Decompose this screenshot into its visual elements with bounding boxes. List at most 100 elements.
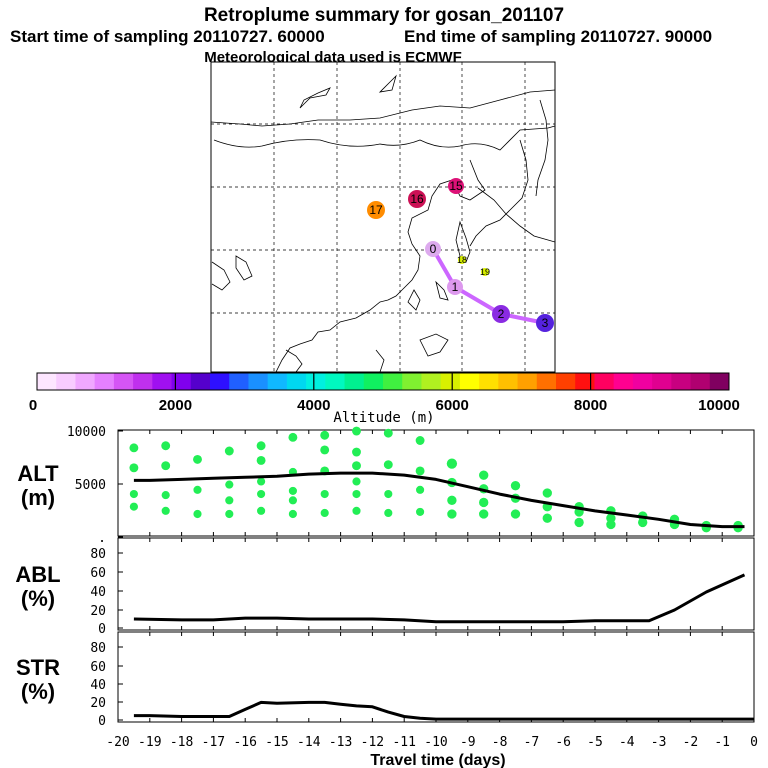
- colorbar-cell: [37, 373, 57, 390]
- colorbar-cell: [306, 373, 326, 390]
- altitude-scatter-point: [479, 470, 489, 480]
- altitude-scatter-point: [416, 485, 425, 494]
- colorbar-cell: [286, 373, 307, 390]
- colorbar-cell: [267, 373, 288, 390]
- x-tick-label: -8: [492, 735, 508, 750]
- colorbar-cell: [229, 373, 249, 390]
- altitude-scatter-point: [415, 436, 425, 445]
- trajectory-marker-label: 18: [457, 255, 467, 265]
- colorbar-label: Altitude (m): [333, 410, 434, 426]
- colorbar-tick-label: 6000: [436, 397, 469, 414]
- y-tick-label: 5000: [75, 478, 106, 493]
- altitude-scatter-point: [225, 496, 234, 505]
- altitude-scatter-point: [161, 491, 170, 500]
- map-panel: 0 1 2 3 15 16 17 18 19: [210, 61, 556, 373]
- y-tick-label: 40: [90, 678, 106, 693]
- altitude-scatter-point: [542, 488, 552, 498]
- colorbar-cell: [690, 373, 711, 390]
- trajectory-marker-label: 17: [369, 203, 383, 217]
- colorbar-cell: [75, 373, 96, 390]
- altitude-scatter-point: [383, 460, 393, 470]
- altitude-scatter-point: [161, 461, 171, 471]
- altitude-scatter-point: [256, 441, 266, 451]
- x-tick-label: 0: [750, 735, 758, 750]
- altitude-scatter-point: [257, 506, 266, 515]
- colorbar-cell: [56, 373, 76, 390]
- y-tick-label: 0: [98, 622, 106, 637]
- x-tick-label: -14: [297, 735, 321, 750]
- trajectory-marker: [492, 305, 510, 323]
- x-tick-label: -2: [683, 735, 699, 750]
- altitude-scatter-point: [352, 506, 361, 515]
- colorbar-cell: [402, 373, 422, 390]
- colorbar-cell: [152, 373, 173, 390]
- altitude-scatter-point: [446, 458, 458, 469]
- colorbar-cell: [459, 373, 480, 390]
- altitude-scatter-point: [257, 477, 266, 486]
- y-tick-label: 80: [90, 547, 106, 562]
- altitude-scatter-point: [320, 489, 329, 499]
- altitude-scatter-point: [129, 489, 138, 499]
- x-tick-label: -20: [106, 735, 129, 750]
- trajectory-marker: [367, 201, 385, 219]
- x-tick-label: -17: [202, 735, 225, 750]
- altitude-scatter-point: [352, 426, 361, 436]
- altitude-scatter-point: [161, 506, 170, 515]
- colorbar-cell: [210, 373, 230, 390]
- altitude-scatter-point: [225, 509, 234, 519]
- time-series-panels: 100005000.ALT(m)806040200ABL(%)806040200…: [15, 425, 758, 768]
- mean-line-alt: [133, 471, 745, 529]
- altitude-scatter-point: [129, 463, 139, 473]
- trajectory-marker-label: 1: [452, 280, 459, 294]
- altitude-scatter-point: [288, 496, 297, 505]
- colorbar-tick-label: 0: [29, 397, 37, 414]
- x-tick-label: -16: [233, 735, 256, 750]
- altitude-scatter-point: [161, 441, 171, 451]
- panel-ylabel-unit: (m): [21, 485, 55, 510]
- colorbar-cell: [133, 373, 153, 390]
- altitude-scatter-point: [257, 489, 266, 499]
- altitude-scatter-point: [638, 517, 648, 528]
- colorbar-tick-label: 4000: [297, 397, 330, 414]
- altitude-scatter-point: [288, 432, 298, 442]
- x-tick-label: -10: [424, 735, 447, 750]
- y-tick-label: 40: [90, 585, 106, 600]
- panel-ylabel-unit: (%): [21, 679, 55, 704]
- altitude-scatter-point: [320, 445, 330, 455]
- altitude-scatter-point: [384, 489, 393, 499]
- start-time-label: Start time of sampling 20110727. 60000: [10, 27, 325, 46]
- x-tick-label: -18: [170, 735, 193, 750]
- colorbar-cell: [709, 373, 730, 390]
- x-tick-label: -4: [619, 735, 635, 750]
- y-tick-label: .: [98, 531, 106, 546]
- panel-ylabel: ABL: [15, 562, 60, 587]
- colorbar-cell: [113, 373, 134, 390]
- altitude-scatter-point: [352, 489, 361, 499]
- mean-line-str: [133, 700, 754, 721]
- x-tick-label: -12: [361, 735, 384, 750]
- x-tick-label: -9: [460, 735, 476, 750]
- x-tick-label: -11: [392, 735, 415, 750]
- x-axis-label: Travel time (days): [370, 752, 505, 768]
- altitude-scatter-point: [447, 495, 457, 506]
- panel-alt: 10000 5000. ALT(m): [17, 425, 755, 546]
- colorbar-cell: [363, 373, 384, 390]
- altitude-scatter-point: [352, 447, 361, 457]
- trajectory-marker-label: 19: [480, 267, 490, 277]
- colorbar-cell: [479, 373, 499, 390]
- colorbar-cell: [248, 373, 269, 390]
- trajectory-marker: [481, 268, 489, 276]
- trajectory-marker: [448, 178, 464, 194]
- panel-ylabel: ALT: [17, 461, 59, 486]
- colorbar-cell: [94, 373, 115, 390]
- colorbar-cell: [613, 373, 634, 390]
- x-tick-label: -6: [555, 735, 571, 750]
- trajectory-marker-label: 16: [410, 192, 424, 206]
- trajectory-marker: [408, 190, 426, 208]
- x-tick-label: -5: [587, 735, 603, 750]
- altitude-scatter-point: [479, 497, 489, 508]
- altitude-scatter-point: [288, 509, 297, 519]
- colorbar-frame: [36, 372, 730, 391]
- altitude-scatter-point: [510, 480, 521, 491]
- colorbar-cell: [556, 373, 576, 390]
